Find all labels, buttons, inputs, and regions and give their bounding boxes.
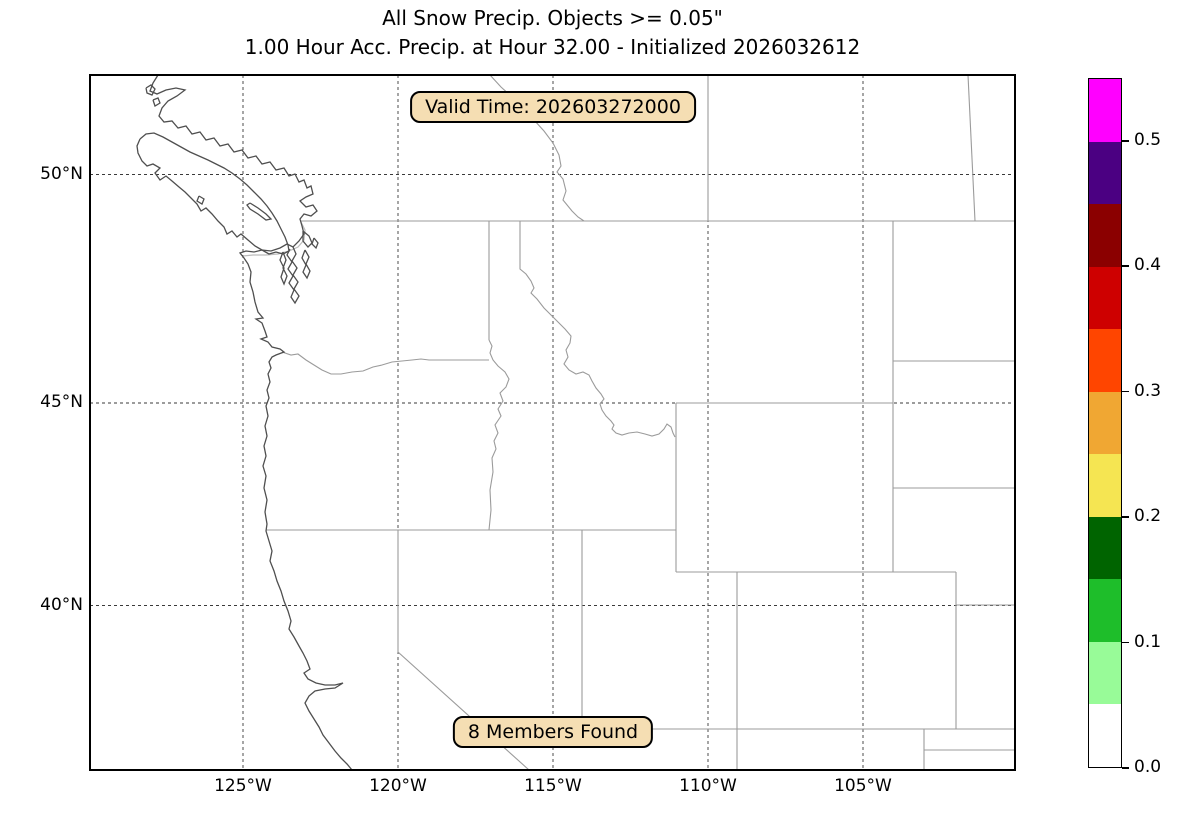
coastline (246, 202, 273, 221)
colorbar-tick (1122, 265, 1129, 267)
coastline (136, 132, 290, 255)
colorbar-segment (1089, 79, 1121, 142)
title-line-2: 1.00 Hour Acc. Precip. at Hour 32.00 - I… (244, 35, 861, 59)
colorbar-tick (1122, 641, 1129, 644)
figure-title: All Snow Precip. Objects >= 0.05" 1.00 H… (90, 4, 1015, 62)
coastline (286, 246, 300, 305)
lat-tick-label: 50°N (40, 163, 83, 184)
colorbar-segment (1089, 579, 1121, 642)
coastline (152, 97, 161, 107)
marine-border (242, 221, 306, 257)
colorbar-tick-label: 0.2 (1134, 506, 1162, 527)
coastline (196, 195, 205, 205)
state-border (967, 74, 976, 222)
colorbar-tick-label: 0.0 (1134, 757, 1162, 777)
colorbar-segment (1089, 391, 1121, 455)
members-found-badge: 8 Members Found (452, 716, 654, 748)
lon-tick-label: 115°W (524, 776, 582, 796)
colorbar-tick-label: 0.4 (1134, 255, 1162, 276)
colorbar-tick (1122, 139, 1129, 142)
coastline (279, 251, 288, 286)
title-line-1: All Snow Precip. Objects >= 0.05" (382, 6, 723, 30)
colorbar-tick (1122, 767, 1129, 769)
colorbar-tick-label: 0.1 (1134, 631, 1162, 652)
colorbar-tick (1122, 516, 1129, 518)
colorbar-segment (1089, 704, 1121, 768)
colorbar-segment (1089, 641, 1121, 705)
coastline (301, 249, 311, 280)
lat-tick-label: 40°N (40, 594, 83, 615)
map-frame (89, 74, 1016, 771)
lon-tick-label: 110°W (679, 776, 737, 796)
colorbar-tick-label: 0.5 (1134, 129, 1162, 150)
colorbar (1088, 78, 1122, 768)
lon-tick-label: 120°W (369, 776, 427, 796)
colorbar-tick (1122, 390, 1129, 393)
colorbar-tick-label: 0.3 (1134, 380, 1162, 401)
state-border (281, 351, 489, 375)
state-border (488, 339, 510, 531)
colorbar-segment (1089, 516, 1121, 580)
coastline (302, 230, 313, 248)
lon-tick-label: 125°W (214, 776, 272, 796)
colorbar-segment (1089, 266, 1121, 330)
state-border (519, 221, 676, 438)
colorbar-segment (1089, 204, 1121, 267)
coastline (145, 84, 156, 96)
colorbar-segment (1089, 141, 1121, 205)
colorbar-segment (1089, 329, 1121, 392)
lat-tick-label: 45°N (40, 392, 83, 412)
valid-time-badge: Valid Time: 202603272000 (410, 91, 696, 123)
coastline (311, 237, 319, 250)
coastline (149, 74, 353, 771)
lon-tick-label: 105°W (834, 776, 892, 796)
colorbar-segment (1089, 454, 1121, 517)
